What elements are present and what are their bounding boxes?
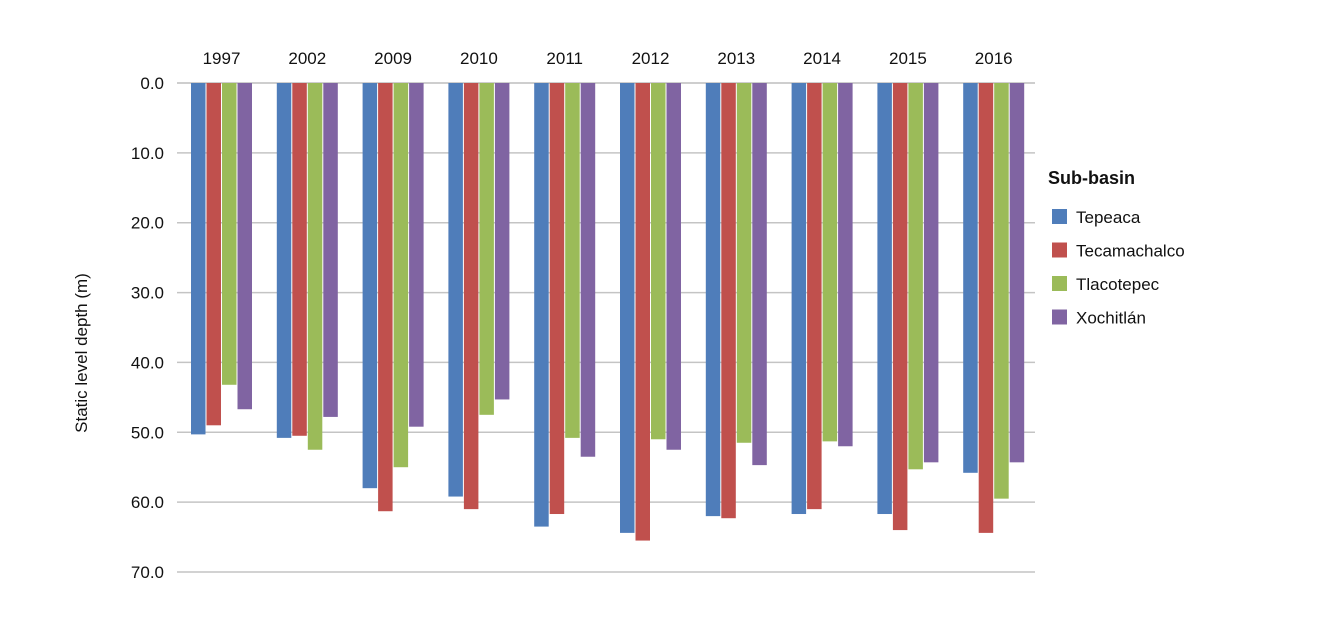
bar-tecamachalco-2013: [721, 83, 736, 519]
y-tick-label: 0.0: [140, 74, 164, 93]
bar-xochitl-n-2011: [580, 83, 596, 457]
bar-tecamachalco-2002: [292, 83, 307, 436]
bar-tepeaca-2010: [448, 83, 463, 497]
bar-tepeaca-2011: [534, 83, 549, 527]
bar-tepeaca-2013: [705, 83, 721, 517]
bar-xochitl-n-2012: [666, 83, 681, 450]
bar-xochitl-n-2014: [838, 83, 853, 447]
bar-tlacotepec-2002: [307, 83, 323, 450]
bar-tecamachalco-2014: [807, 83, 822, 510]
bar-xochitl-n-2016: [1009, 83, 1025, 463]
x-tick-label: 2016: [975, 49, 1013, 68]
bar-xochitl-n-1997: [237, 83, 252, 410]
bar-tecamachalco-2016: [978, 83, 994, 533]
legend-label: Tlacotepec: [1076, 275, 1160, 294]
bars: [191, 83, 1025, 541]
bar-tecamachalco-2010: [463, 83, 479, 510]
bar-tecamachalco-2012: [635, 83, 650, 541]
y-tick-label: 30.0: [131, 284, 164, 303]
x-tick-label: 2014: [803, 49, 841, 68]
legend: Sub-basin Tepeaca Tecamachalco Tlacotepec X…: [1048, 168, 1185, 328]
bar-tlacotepec-2016: [994, 83, 1009, 499]
x-tick-labels: 1997 2002 2009 2010 2011 2012 2013 2014 2015 2016: [203, 49, 1013, 68]
bar-tepeaca-1997: [191, 83, 206, 435]
x-tick-label: 2015: [889, 49, 927, 68]
y-tick-label: 60.0: [131, 493, 164, 512]
bar-tecamachalco-2011: [549, 83, 565, 515]
x-tick-label: 2012: [632, 49, 670, 68]
bar-tlacotepec-2012: [651, 83, 666, 440]
bar-tecamachalco-2009: [378, 83, 393, 512]
bar-tlacotepec-2013: [736, 83, 752, 443]
x-tick-label: 1997: [203, 49, 241, 68]
legend-label: Tecamachalco: [1076, 242, 1185, 261]
y-axis-label: Static level depth (m): [72, 273, 91, 433]
bar-xochitl-n-2002: [323, 83, 338, 417]
y-tick-label: 40.0: [131, 353, 164, 372]
x-tick-label: 2002: [288, 49, 326, 68]
bar-tepeaca-2012: [620, 83, 635, 533]
y-tick-label: 10.0: [131, 144, 164, 163]
x-tick-label: 2010: [460, 49, 498, 68]
bar-tlacotepec-1997: [222, 83, 237, 385]
bar-tepeaca-2009: [362, 83, 378, 489]
bar-tlacotepec-2009: [393, 83, 409, 468]
legend-swatch: [1052, 309, 1067, 325]
bar-tlacotepec-2015: [908, 83, 923, 470]
y-tick-label: 20.0: [131, 214, 164, 233]
bar-tepeaca-2014: [791, 83, 807, 515]
x-tick-label: 2011: [546, 49, 583, 68]
bar-tlacotepec-2010: [479, 83, 494, 415]
legend-swatch: [1052, 209, 1067, 224]
legend-swatch: [1052, 242, 1067, 258]
y-tick-label: 50.0: [131, 423, 164, 442]
bar-xochitl-n-2010: [494, 83, 510, 400]
x-tick-label: 2013: [717, 49, 755, 68]
bar-xochitl-n-2015: [923, 83, 939, 463]
bar-tepeaca-2002: [276, 83, 292, 438]
bar-xochitl-n-2009: [409, 83, 424, 427]
y-tick-label: 70.0: [131, 563, 164, 582]
y-tick-labels: 0.0 10.0 20.0 30.0 40.0 50.0 60.0 70.0: [131, 74, 164, 582]
bar-xochitl-n-2013: [752, 83, 767, 466]
bar-tecamachalco-1997: [206, 83, 221, 426]
bar-tepeaca-2015: [877, 83, 892, 515]
bar-tecamachalco-2015: [892, 83, 908, 531]
legend-title: Sub-basin: [1048, 168, 1135, 188]
legend-label: Xochitlán: [1076, 309, 1146, 328]
bar-tepeaca-2016: [963, 83, 978, 473]
x-tick-label: 2009: [374, 49, 412, 68]
bar-tlacotepec-2014: [822, 83, 838, 442]
legend-swatch: [1052, 276, 1067, 291]
bar-tlacotepec-2011: [565, 83, 580, 438]
legend-label: Tepeaca: [1076, 208, 1141, 227]
